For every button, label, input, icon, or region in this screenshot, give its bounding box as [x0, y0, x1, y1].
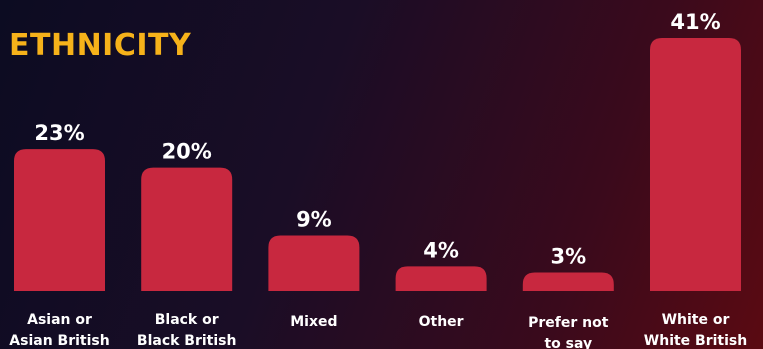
category-label-line: Asian or: [27, 312, 92, 328]
bar-0: [14, 149, 105, 291]
category-label-line: Other: [419, 314, 464, 330]
bar-1: [141, 167, 233, 291]
value-label-3: 4%: [423, 238, 459, 262]
value-label-5: 41%: [670, 10, 720, 34]
bar-2: [268, 235, 360, 291]
category-label-4: Prefer not to say: [528, 315, 609, 349]
category-label-line: Mixed: [290, 314, 337, 330]
value-label-0: 23%: [34, 121, 84, 145]
category-label-line: Black British: [137, 333, 237, 349]
category-label-line: Prefer not: [528, 315, 609, 331]
category-label-2: Mixed: [290, 314, 337, 330]
category-label-line: to say: [544, 336, 592, 349]
category-label-line: Black or: [155, 312, 219, 328]
bar-3: [395, 266, 487, 291]
category-label-line: Asian British: [9, 333, 109, 349]
category-label-line: White British: [644, 333, 747, 349]
bar-4: [522, 272, 614, 291]
chart-title: ETHNICITY: [9, 28, 192, 63]
category-label-line: White or: [662, 312, 730, 328]
category-label-3: Other: [419, 314, 464, 330]
value-label-4: 3%: [550, 244, 586, 268]
bar-5: [650, 38, 741, 291]
category-label-0: Asian or Asian British: [9, 312, 109, 349]
value-label-2: 9%: [296, 207, 332, 231]
value-label-1: 20%: [162, 140, 212, 164]
category-label-1: Black or Black British: [137, 312, 237, 349]
category-label-5: White or White British: [644, 312, 747, 349]
